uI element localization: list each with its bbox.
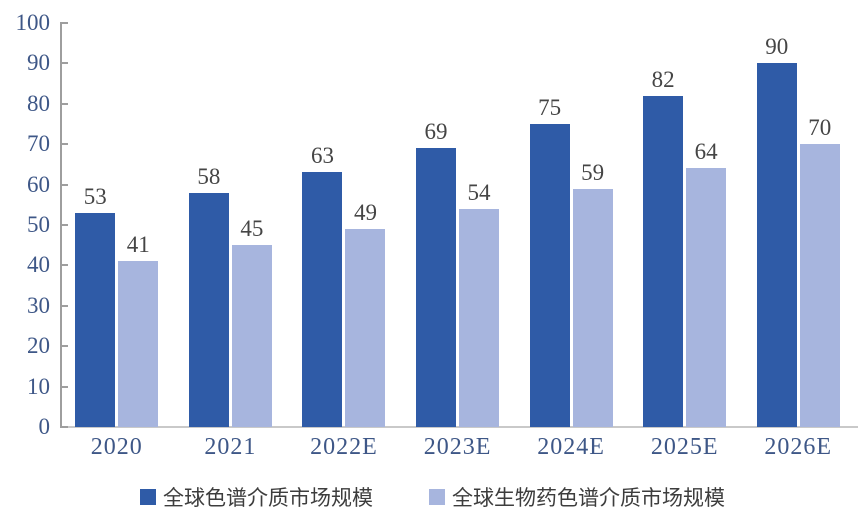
bar-value-label: 41	[126, 232, 150, 258]
bar-wrap: 64	[686, 138, 727, 427]
y-tick-label: 70	[27, 131, 50, 157]
x-tick-label: 2021	[204, 434, 257, 460]
bar-wrap: 82	[643, 66, 684, 427]
bar-group-2023e: 69 54	[401, 118, 515, 427]
bar-secondary	[686, 168, 727, 427]
bar-wrap: 45	[231, 215, 272, 427]
bar-secondary	[459, 208, 500, 427]
x-tick-label: 2026E	[764, 434, 833, 460]
y-tick-mark	[60, 183, 68, 186]
bar-wrap: 70	[799, 114, 840, 427]
y-tick-label: 50	[27, 212, 50, 237]
bar-value-label: 75	[538, 95, 562, 120]
bar-value-label: 59	[581, 159, 605, 185]
bar-value-label: 64	[694, 139, 718, 165]
x-tick-label: 2024E	[537, 434, 605, 460]
bar-group-2021: 58 45	[174, 163, 288, 427]
bar-primary	[75, 212, 116, 427]
x-tick-label: 2020	[90, 434, 143, 460]
bar-value-label: 53	[83, 183, 107, 209]
bar-group-2025e: 82 64	[628, 66, 742, 427]
legend-item-secondary: 全球生物药色谱介质市场规模	[429, 482, 725, 512]
bar-group-2024e: 75 59	[514, 94, 628, 427]
y-tick-label: 40	[27, 252, 50, 278]
y-tick-mark	[60, 62, 68, 65]
bar-wrap: 58	[188, 163, 229, 427]
legend-item-primary: 全球色谱介质市场规模	[140, 482, 373, 512]
bar-primary	[643, 95, 684, 427]
bar-groups: 53 41 58 45 63 49 69 54 75 59 82 64 90 70	[60, 23, 855, 427]
bar-secondary	[345, 229, 386, 427]
x-tick-label: 2023E	[423, 434, 492, 460]
bar-secondary	[572, 188, 613, 427]
bar-value-label: 54	[467, 179, 491, 205]
bar-secondary	[799, 144, 840, 427]
legend-swatch-primary	[140, 489, 156, 505]
legend-swatch-secondary	[429, 489, 445, 505]
y-tick-label: 20	[27, 333, 50, 359]
bar-primary	[416, 148, 457, 427]
bar-primary	[302, 172, 343, 427]
bar-group-2022e: 63 49	[287, 142, 401, 427]
y-tick-label: 30	[27, 292, 50, 318]
bar-wrap: 90	[756, 33, 797, 427]
bar-primary	[756, 63, 797, 427]
bar-group-2026e: 90 70	[741, 33, 855, 427]
bar-wrap: 75	[529, 94, 570, 427]
bar-wrap: 49	[345, 199, 386, 427]
bar-value-label: 69	[424, 119, 448, 145]
bar-value-label: 82	[651, 66, 675, 92]
bar-wrap: 41	[118, 231, 159, 427]
bar-wrap: 63	[302, 142, 343, 427]
plot-area: 53 41 58 45 63 49 69 54 75 59 82 64 90 70	[60, 22, 858, 428]
legend: 全球色谱介质市场规模 全球生物药色谱介质市场规模	[0, 482, 865, 512]
bar-group-2020: 53 41	[60, 183, 174, 427]
y-tick-label: 100	[15, 10, 51, 35]
y-tick-mark	[60, 426, 68, 428]
x-tick-label: 2025E	[650, 434, 719, 460]
y-tick-label: 80	[27, 90, 50, 116]
bar-wrap: 69	[416, 118, 457, 427]
y-tick-mark	[60, 22, 68, 24]
bar-secondary	[231, 245, 272, 427]
y-tick-mark	[60, 385, 68, 388]
x-axis-labels: 2020 2021 2022E 2023E 2024E 2025E 2026E	[60, 434, 855, 461]
y-tick-label: 0	[38, 414, 51, 439]
bar-value-label: 45	[240, 216, 264, 242]
bar-primary	[529, 124, 570, 427]
y-tick-mark	[60, 304, 68, 307]
legend-label-secondary: 全球生物药色谱介质市场规模	[452, 486, 725, 510]
bar-value-label: 58	[197, 163, 221, 189]
bar-wrap: 53	[75, 183, 116, 427]
y-tick-mark	[60, 264, 68, 267]
y-tick-mark	[60, 143, 68, 146]
bar-value-label: 49	[353, 200, 377, 226]
legend-label-primary: 全球色谱介质市场规模	[163, 486, 373, 510]
y-axis: 0 10 20 30 40 50 60 70 80 90 100	[0, 10, 51, 439]
bar-value-label: 63	[310, 143, 334, 169]
y-tick-label: 90	[27, 50, 50, 76]
bar-wrap: 54	[459, 179, 500, 427]
bar-value-label: 90	[765, 34, 789, 60]
bar-secondary	[118, 261, 159, 427]
y-tick-label: 60	[27, 171, 50, 197]
y-tick-mark	[60, 224, 68, 226]
x-axis-line	[60, 426, 858, 428]
bar-wrap: 59	[572, 159, 613, 427]
y-tick-mark	[60, 102, 68, 105]
y-tick-mark	[60, 345, 68, 348]
x-tick-label: 2022E	[310, 434, 378, 460]
bar-primary	[188, 192, 229, 427]
bar-value-label: 70	[808, 115, 832, 141]
y-tick-label: 10	[27, 373, 50, 399]
